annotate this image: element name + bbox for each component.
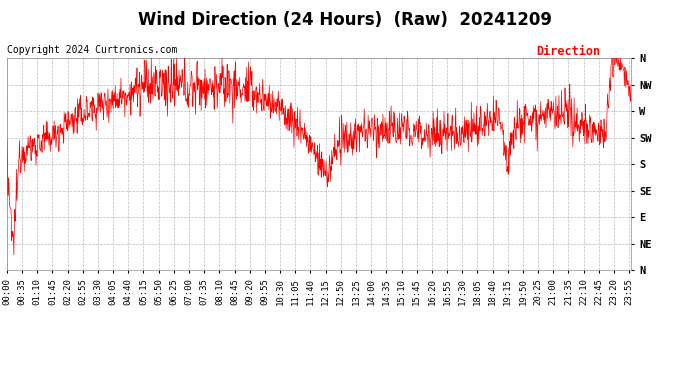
Text: Direction: Direction xyxy=(536,45,600,58)
Text: Wind Direction (24 Hours)  (Raw)  20241209: Wind Direction (24 Hours) (Raw) 20241209 xyxy=(138,11,552,29)
Text: Copyright 2024 Curtronics.com: Copyright 2024 Curtronics.com xyxy=(7,45,177,55)
